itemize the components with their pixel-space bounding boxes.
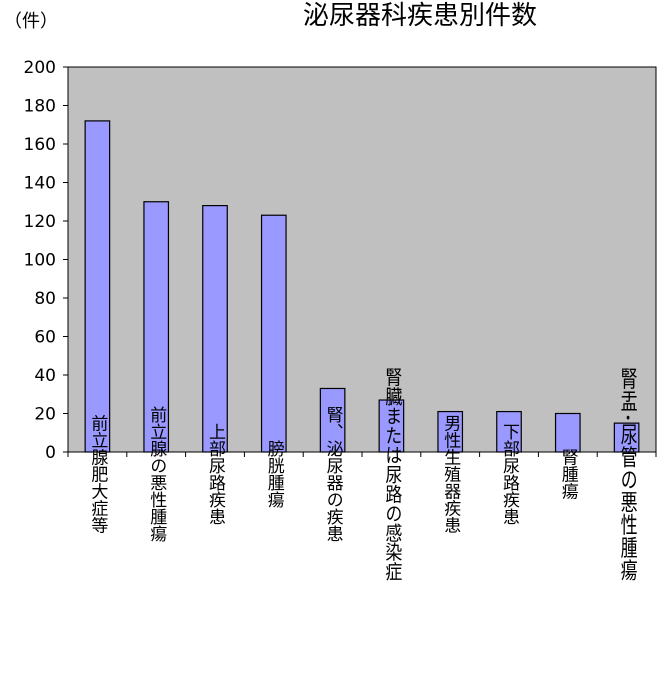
x-category-label: 腎盂･尿管の悪性腫瘍 [617,367,638,582]
bar [496,410,522,453]
x-axis-labels: 前立腺肥大症等 前立腺の悪性腫瘍 上部尿路疾患 膀胱腫瘍 腎、泌尿器の疾患 腎臓または尿路… [87,367,637,582]
bar [437,410,464,453]
chart-title: 泌尿器科疾患別件数 [303,1,537,31]
bar [319,387,346,453]
x-category-label: 前立腺肥大症等 [87,414,108,533]
y-tick-label: 180 [24,97,56,117]
y-axis-unit-label: （件） [4,11,58,32]
bar [554,412,581,453]
x-category-label: 腎腫瘍 [558,448,579,500]
y-tick-label: 40 [34,366,56,386]
y-tick-label: 80 [34,289,56,309]
x-category-label: 上部尿路疾患 [205,423,226,525]
y-tick-label: 100 [24,251,56,271]
y-axis: 0 20 40 60 80 100 120 140 160 180 200 [24,58,657,463]
bar [143,201,170,453]
x-category-label: 前立腺の悪性腫瘍 [146,406,167,543]
y-tick-label: 0 [45,443,56,463]
bars [84,120,640,453]
x-category-label: 腎臓または尿路の感染症 [381,367,402,581]
y-tick-label: 20 [34,405,56,425]
y-tick-label: 140 [24,174,56,194]
x-category-label: 膀胱腫瘍 [264,440,285,509]
bar [260,214,287,453]
x-category-label: 男性生殖器疾患 [440,415,461,534]
y-tick-label: 120 [24,212,56,232]
x-category-label: 下部尿路疾患 [499,423,520,525]
bar [84,120,111,453]
bar [613,422,640,453]
bar [378,399,405,453]
bar [202,205,228,453]
x-category-label: 腎、泌尿器の疾患 [323,406,344,542]
y-tick-label: 160 [24,135,56,155]
y-tick-label: 60 [34,328,56,348]
y-tick-label: 200 [24,58,56,78]
